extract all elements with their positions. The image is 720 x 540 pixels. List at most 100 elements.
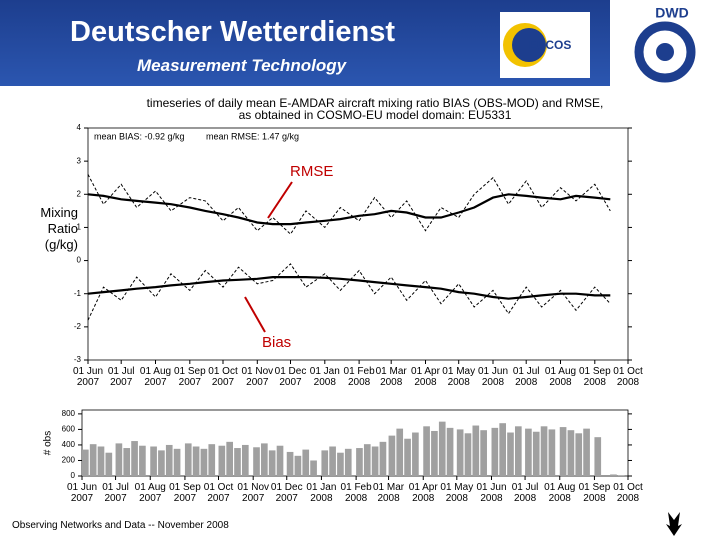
bar bbox=[507, 432, 514, 476]
bar bbox=[456, 429, 464, 476]
bar bbox=[412, 432, 419, 476]
x-tick-label: 01 Jun 2008 bbox=[476, 482, 506, 504]
bar bbox=[575, 433, 583, 476]
x-tick-label: 01 Jan 2008 bbox=[310, 366, 340, 388]
header-title: Deutscher Wetterdienst bbox=[70, 16, 395, 48]
bar bbox=[610, 474, 617, 476]
bar bbox=[131, 441, 138, 476]
bar bbox=[548, 429, 556, 476]
dwd-logo-text: DWD bbox=[655, 5, 688, 21]
series-line bbox=[87, 263, 611, 321]
bar bbox=[514, 426, 522, 476]
y-axis-label: Mixing Ratio (g/kg) bbox=[40, 205, 78, 252]
bar bbox=[115, 443, 123, 476]
bar bbox=[241, 444, 249, 476]
eucos-logo-inner bbox=[512, 28, 546, 62]
bar bbox=[89, 444, 97, 476]
bar bbox=[329, 446, 336, 476]
bar bbox=[472, 425, 480, 476]
bar bbox=[525, 428, 532, 476]
y-tick-label: -1 bbox=[74, 289, 82, 298]
series-line bbox=[87, 276, 611, 300]
x-tick-label: 01 Sep 2007 bbox=[174, 366, 206, 388]
y-tick-label: -3 bbox=[74, 355, 82, 364]
x-tick-label: 01 Mar 2008 bbox=[373, 482, 405, 504]
x-tick-label: 01 Feb 2008 bbox=[344, 366, 376, 388]
bar bbox=[499, 423, 506, 476]
x-tick-label: 01 Oct 2008 bbox=[613, 366, 643, 388]
logos: EUCOS DWD bbox=[500, 0, 720, 86]
x-tick-label: 01 Apr 2008 bbox=[411, 366, 441, 388]
bar bbox=[480, 430, 487, 476]
bar bbox=[491, 427, 499, 476]
bar bbox=[234, 448, 241, 476]
bar bbox=[150, 446, 157, 476]
bar bbox=[184, 443, 192, 476]
x-tick-label: 01 Jul 2008 bbox=[512, 482, 539, 504]
y-tick-label: -2 bbox=[74, 322, 82, 331]
chart-subtitle: as obtained in COSMO-EU model domain: EU… bbox=[239, 108, 512, 122]
x-tick-label: 01 Mar 2008 bbox=[376, 366, 408, 388]
x-tick-label: 01 Sep 2008 bbox=[579, 366, 611, 388]
annotation: Bias bbox=[262, 334, 291, 351]
x-tick-label: 01 Jun 2008 bbox=[478, 366, 508, 388]
x-tick-label: 01 Jan 2008 bbox=[306, 482, 336, 504]
bar bbox=[158, 450, 165, 476]
x-tick-label: 01 Sep 2007 bbox=[169, 482, 201, 504]
bar bbox=[139, 445, 146, 476]
bar bbox=[268, 450, 276, 476]
chart-title: timeseries of daily mean E-AMDAR aircraf… bbox=[147, 96, 604, 110]
x-tick-label: 01 Jul 2007 bbox=[102, 482, 129, 504]
bar bbox=[302, 449, 310, 476]
x-tick-label: 01 Dec 2007 bbox=[275, 366, 307, 388]
bar bbox=[431, 430, 438, 476]
annotation: RMSE bbox=[290, 163, 333, 180]
bar bbox=[123, 448, 131, 476]
y-tick-label: 200 bbox=[62, 456, 76, 465]
bar bbox=[97, 446, 105, 476]
bar bbox=[337, 452, 344, 476]
header-subtitle: Measurement Technology bbox=[137, 56, 347, 75]
y-axis-label: # obs bbox=[43, 431, 54, 455]
bar bbox=[617, 475, 625, 476]
bar bbox=[532, 431, 540, 476]
bar bbox=[200, 448, 208, 476]
y-tick-label: 3 bbox=[77, 156, 82, 165]
header: Deutscher Wetterdienst Measurement Techn… bbox=[0, 0, 720, 86]
bar bbox=[567, 430, 575, 476]
x-tick-label: 01 Dec 2007 bbox=[271, 482, 303, 504]
bar bbox=[423, 426, 430, 476]
bar bbox=[310, 460, 317, 476]
bar bbox=[294, 455, 302, 476]
y-tick-label: 800 bbox=[62, 409, 76, 418]
annotation: mean RMSE: 1.47 g/kg bbox=[206, 131, 299, 141]
x-tick-label: 01 Feb 2008 bbox=[341, 482, 373, 504]
plot-frame bbox=[81, 409, 629, 477]
x-tick-label: 01 Nov 2007 bbox=[241, 366, 273, 388]
bar bbox=[173, 448, 181, 476]
series-line bbox=[87, 193, 611, 226]
x-tick-label: 01 Jul 2008 bbox=[513, 366, 540, 388]
bar bbox=[253, 447, 260, 476]
bar bbox=[208, 444, 216, 476]
x-tick-label: 01 Aug 2007 bbox=[135, 482, 166, 504]
bar bbox=[356, 448, 363, 476]
bar bbox=[559, 427, 567, 476]
bar bbox=[388, 435, 396, 476]
x-tick-label: 01 Jul 2007 bbox=[108, 366, 135, 388]
y-tick-label: 1 bbox=[77, 223, 82, 232]
y-tick-label: 400 bbox=[62, 440, 76, 449]
bar bbox=[82, 449, 89, 476]
eagle-emblem bbox=[666, 512, 682, 536]
bar bbox=[396, 428, 404, 476]
bar bbox=[165, 444, 173, 476]
bar bbox=[344, 448, 352, 476]
bar bbox=[583, 428, 590, 476]
bar bbox=[464, 433, 472, 476]
series-line bbox=[87, 174, 611, 235]
bar bbox=[438, 421, 446, 476]
bar bbox=[218, 445, 226, 476]
x-tick-label: 01 Oct 2008 bbox=[613, 482, 643, 504]
bar bbox=[276, 445, 284, 476]
